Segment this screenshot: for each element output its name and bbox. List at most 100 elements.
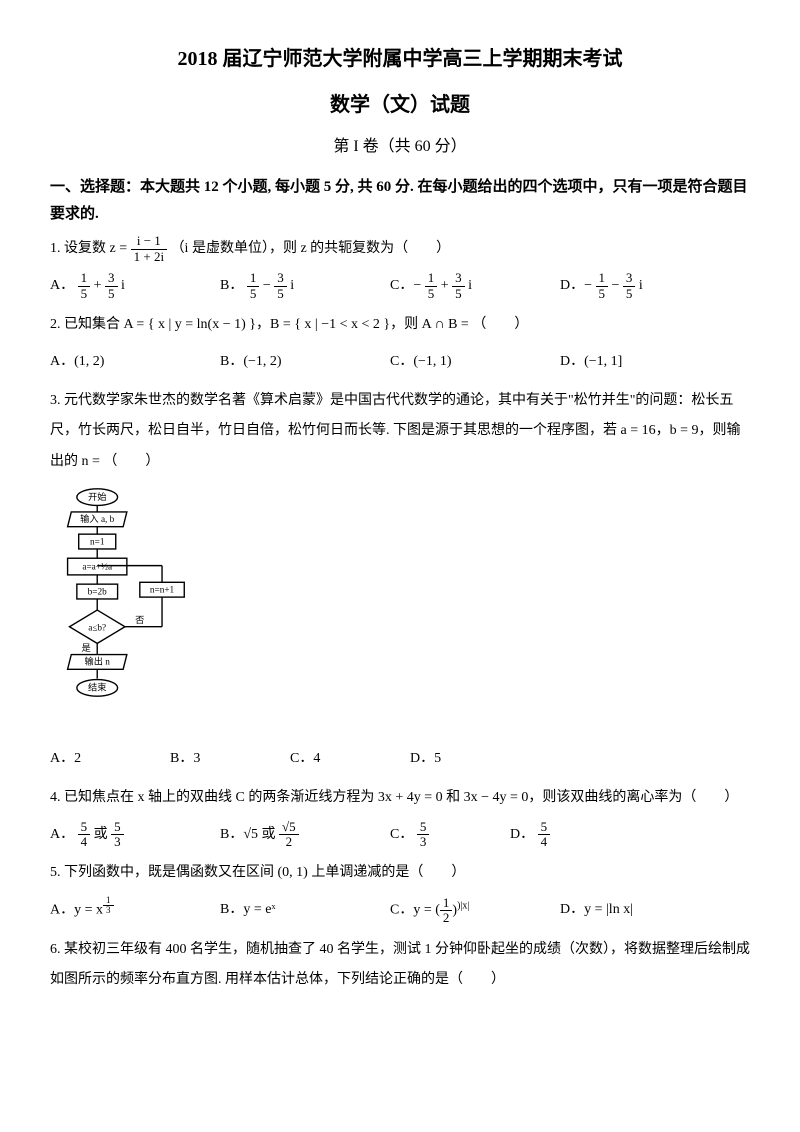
- frac-d: 5: [452, 287, 465, 301]
- i: i: [468, 278, 472, 293]
- q1-optA: A． 15 + 35 i: [50, 271, 200, 302]
- question-6: 6. 某校初三年级有 400 名学生，随机抽查了 40 名学生，测试 1 分钟仰…: [50, 935, 750, 997]
- q5-options: A．y = x13 B．y = eˣ C．y = (12))|x| D．y = …: [50, 895, 750, 926]
- q5-optD: D．y = |ln x|: [560, 895, 710, 926]
- q2-optB: B．(−1, 2): [220, 347, 370, 378]
- frac-n: 1: [440, 896, 453, 911]
- label: A．y = x: [50, 903, 103, 918]
- frac-d: 5: [274, 287, 287, 301]
- q1-optD-label: D．−: [560, 278, 592, 293]
- svg-text:n=1: n=1: [90, 537, 105, 547]
- frac-d: 3: [417, 835, 430, 849]
- frac-d: 5: [247, 287, 260, 301]
- q2-options: A．(1, 2) B．(−1, 2) C．(−1, 1) D．(−1, 1]: [50, 347, 750, 378]
- frac-d: 4: [538, 835, 551, 849]
- frac-n: √5: [279, 820, 299, 835]
- q6-stem: 6. 某校初三年级有 400 名学生，随机抽查了 40 名学生，测试 1 分钟仰…: [50, 935, 750, 997]
- svg-text:a=a+½a: a=a+½a: [82, 562, 112, 572]
- q2-optD: D．(−1, 1]: [560, 347, 710, 378]
- op: +: [441, 278, 452, 293]
- frac-n: 5: [78, 820, 91, 835]
- frac-n: 1: [78, 271, 91, 286]
- frac-n: 5: [538, 820, 551, 835]
- q3-options: A．2 B．3 C．4 D．5: [50, 744, 750, 775]
- op: +: [94, 278, 105, 293]
- frac-d: 2: [440, 911, 453, 925]
- label: D．: [510, 827, 534, 842]
- frac-d: 3: [111, 835, 124, 849]
- q1-optA-label: A．: [50, 278, 74, 293]
- title-main: 2018 届辽宁师范大学附属中学高三上学期期末考试: [50, 40, 750, 78]
- i: i: [121, 278, 125, 293]
- svg-text:输入 a, b: 输入 a, b: [80, 513, 115, 525]
- q3-optC: C．4: [290, 744, 380, 775]
- q4-options: A． 54 或 53 B．√5 或 √52 C． 53 D． 54: [50, 820, 750, 851]
- q5-optA: A．y = x13: [50, 895, 200, 926]
- svg-text:是: 是: [81, 643, 90, 654]
- q1-stem-post: （i 是虚数单位），则 z 的共轭复数为（ ）: [171, 241, 451, 256]
- op: −: [612, 278, 623, 293]
- post: ))|x|: [452, 903, 469, 918]
- question-4: 4. 已知焦点在 x 轴上的双曲线 C 的两条渐近线方程为 3x + 4y = …: [50, 783, 750, 851]
- frac-n: 1: [425, 271, 438, 286]
- q3-optA: A．2: [50, 744, 140, 775]
- q4-optD: D． 54: [510, 820, 600, 851]
- svg-text:开始: 开始: [88, 491, 107, 503]
- or: 或: [94, 827, 112, 842]
- q1-optC: C．− 15 + 35 i: [390, 271, 540, 302]
- q1-optC-label: C．−: [390, 278, 421, 293]
- q2-optC: C．(−1, 1): [390, 347, 540, 378]
- i: i: [639, 278, 643, 293]
- title-sub: 数学（文）试题: [50, 86, 750, 124]
- q4-optC: C． 53: [390, 820, 480, 851]
- q5-optC: C．y = (12))|x|: [390, 895, 540, 926]
- i: i: [290, 278, 294, 293]
- q3-optB: B．3: [170, 744, 260, 775]
- svg-text:n=n+1: n=n+1: [150, 585, 175, 595]
- svg-text:结束: 结束: [88, 682, 107, 694]
- section-header: 一、选择题：本大题共 12 个小题, 每小题 5 分, 共 60 分. 在每小题…: [50, 174, 750, 228]
- op: −: [263, 278, 274, 293]
- title-part: 第 I 卷（共 60 分）: [50, 132, 750, 162]
- frac-n: 3: [105, 271, 118, 286]
- svg-text:a≤b?: a≤b?: [88, 623, 106, 633]
- q1-stem-pre: 1. 设复数 z =: [50, 241, 131, 256]
- q2-optA: A．(1, 2): [50, 347, 200, 378]
- q3-optD: D．5: [410, 744, 500, 775]
- frac-d: 5: [105, 287, 118, 301]
- frac-d: 2: [279, 835, 299, 849]
- q1-frac-den: 1 + 2i: [131, 250, 167, 264]
- question-3: 3. 元代数学家朱世杰的数学名著《算术启蒙》是中国古代代数学的通论，其中有关于"…: [50, 386, 750, 775]
- label: B．√5 或: [220, 827, 279, 842]
- frac-n: 3: [274, 271, 287, 286]
- exp: )|x|: [457, 900, 469, 911]
- frac-d: 5: [425, 287, 438, 301]
- q2-stem: 2. 已知集合 A = { x | y = ln(x − 1) }，B = { …: [50, 310, 750, 341]
- frac-d: 5: [78, 287, 91, 301]
- frac-n: 5: [417, 820, 430, 835]
- frac-d: 5: [596, 287, 609, 301]
- q1-options: A． 15 + 35 i B． 15 − 35 i C．− 15 + 35 i …: [50, 271, 750, 302]
- label: C．: [390, 827, 413, 842]
- svg-text:输出 n: 输出 n: [85, 656, 111, 668]
- q4-optA: A． 54 或 53: [50, 820, 200, 851]
- q1-optB: B． 15 − 35 i: [220, 271, 370, 302]
- q4-optB: B．√5 或 √52: [220, 820, 370, 851]
- q1-frac-num: i − 1: [131, 234, 167, 249]
- label: C．y = (: [390, 903, 440, 918]
- question-2: 2. 已知集合 A = { x | y = ln(x − 1) }，B = { …: [50, 310, 750, 378]
- svg-text:b=2b: b=2b: [88, 587, 107, 597]
- frac-d: 4: [78, 835, 91, 849]
- question-5: 5. 下列函数中，既是偶函数又在区间 (0, 1) 上单调递减的是（ ） A．y…: [50, 858, 750, 926]
- frac-n: 3: [623, 271, 636, 286]
- q3-stem: 3. 元代数学家朱世杰的数学名著《算术启蒙》是中国古代代数学的通论，其中有关于"…: [50, 386, 750, 478]
- q5-optB: B．y = eˣ: [220, 895, 370, 926]
- q1-frac: i − 1 1 + 2i: [131, 234, 167, 264]
- question-1: 1. 设复数 z = i − 1 1 + 2i （i 是虚数单位），则 z 的共…: [50, 234, 750, 302]
- frac-n: 5: [111, 820, 124, 835]
- q5-stem: 5. 下列函数中，既是偶函数又在区间 (0, 1) 上单调递减的是（ ）: [50, 858, 750, 889]
- flowchart-diagram: 开始 输入 a, b n=1 a=a+½a b=2b: [50, 486, 200, 736]
- frac-n: 1: [247, 271, 260, 286]
- frac-d: 5: [623, 287, 636, 301]
- frac-n: 3: [452, 271, 465, 286]
